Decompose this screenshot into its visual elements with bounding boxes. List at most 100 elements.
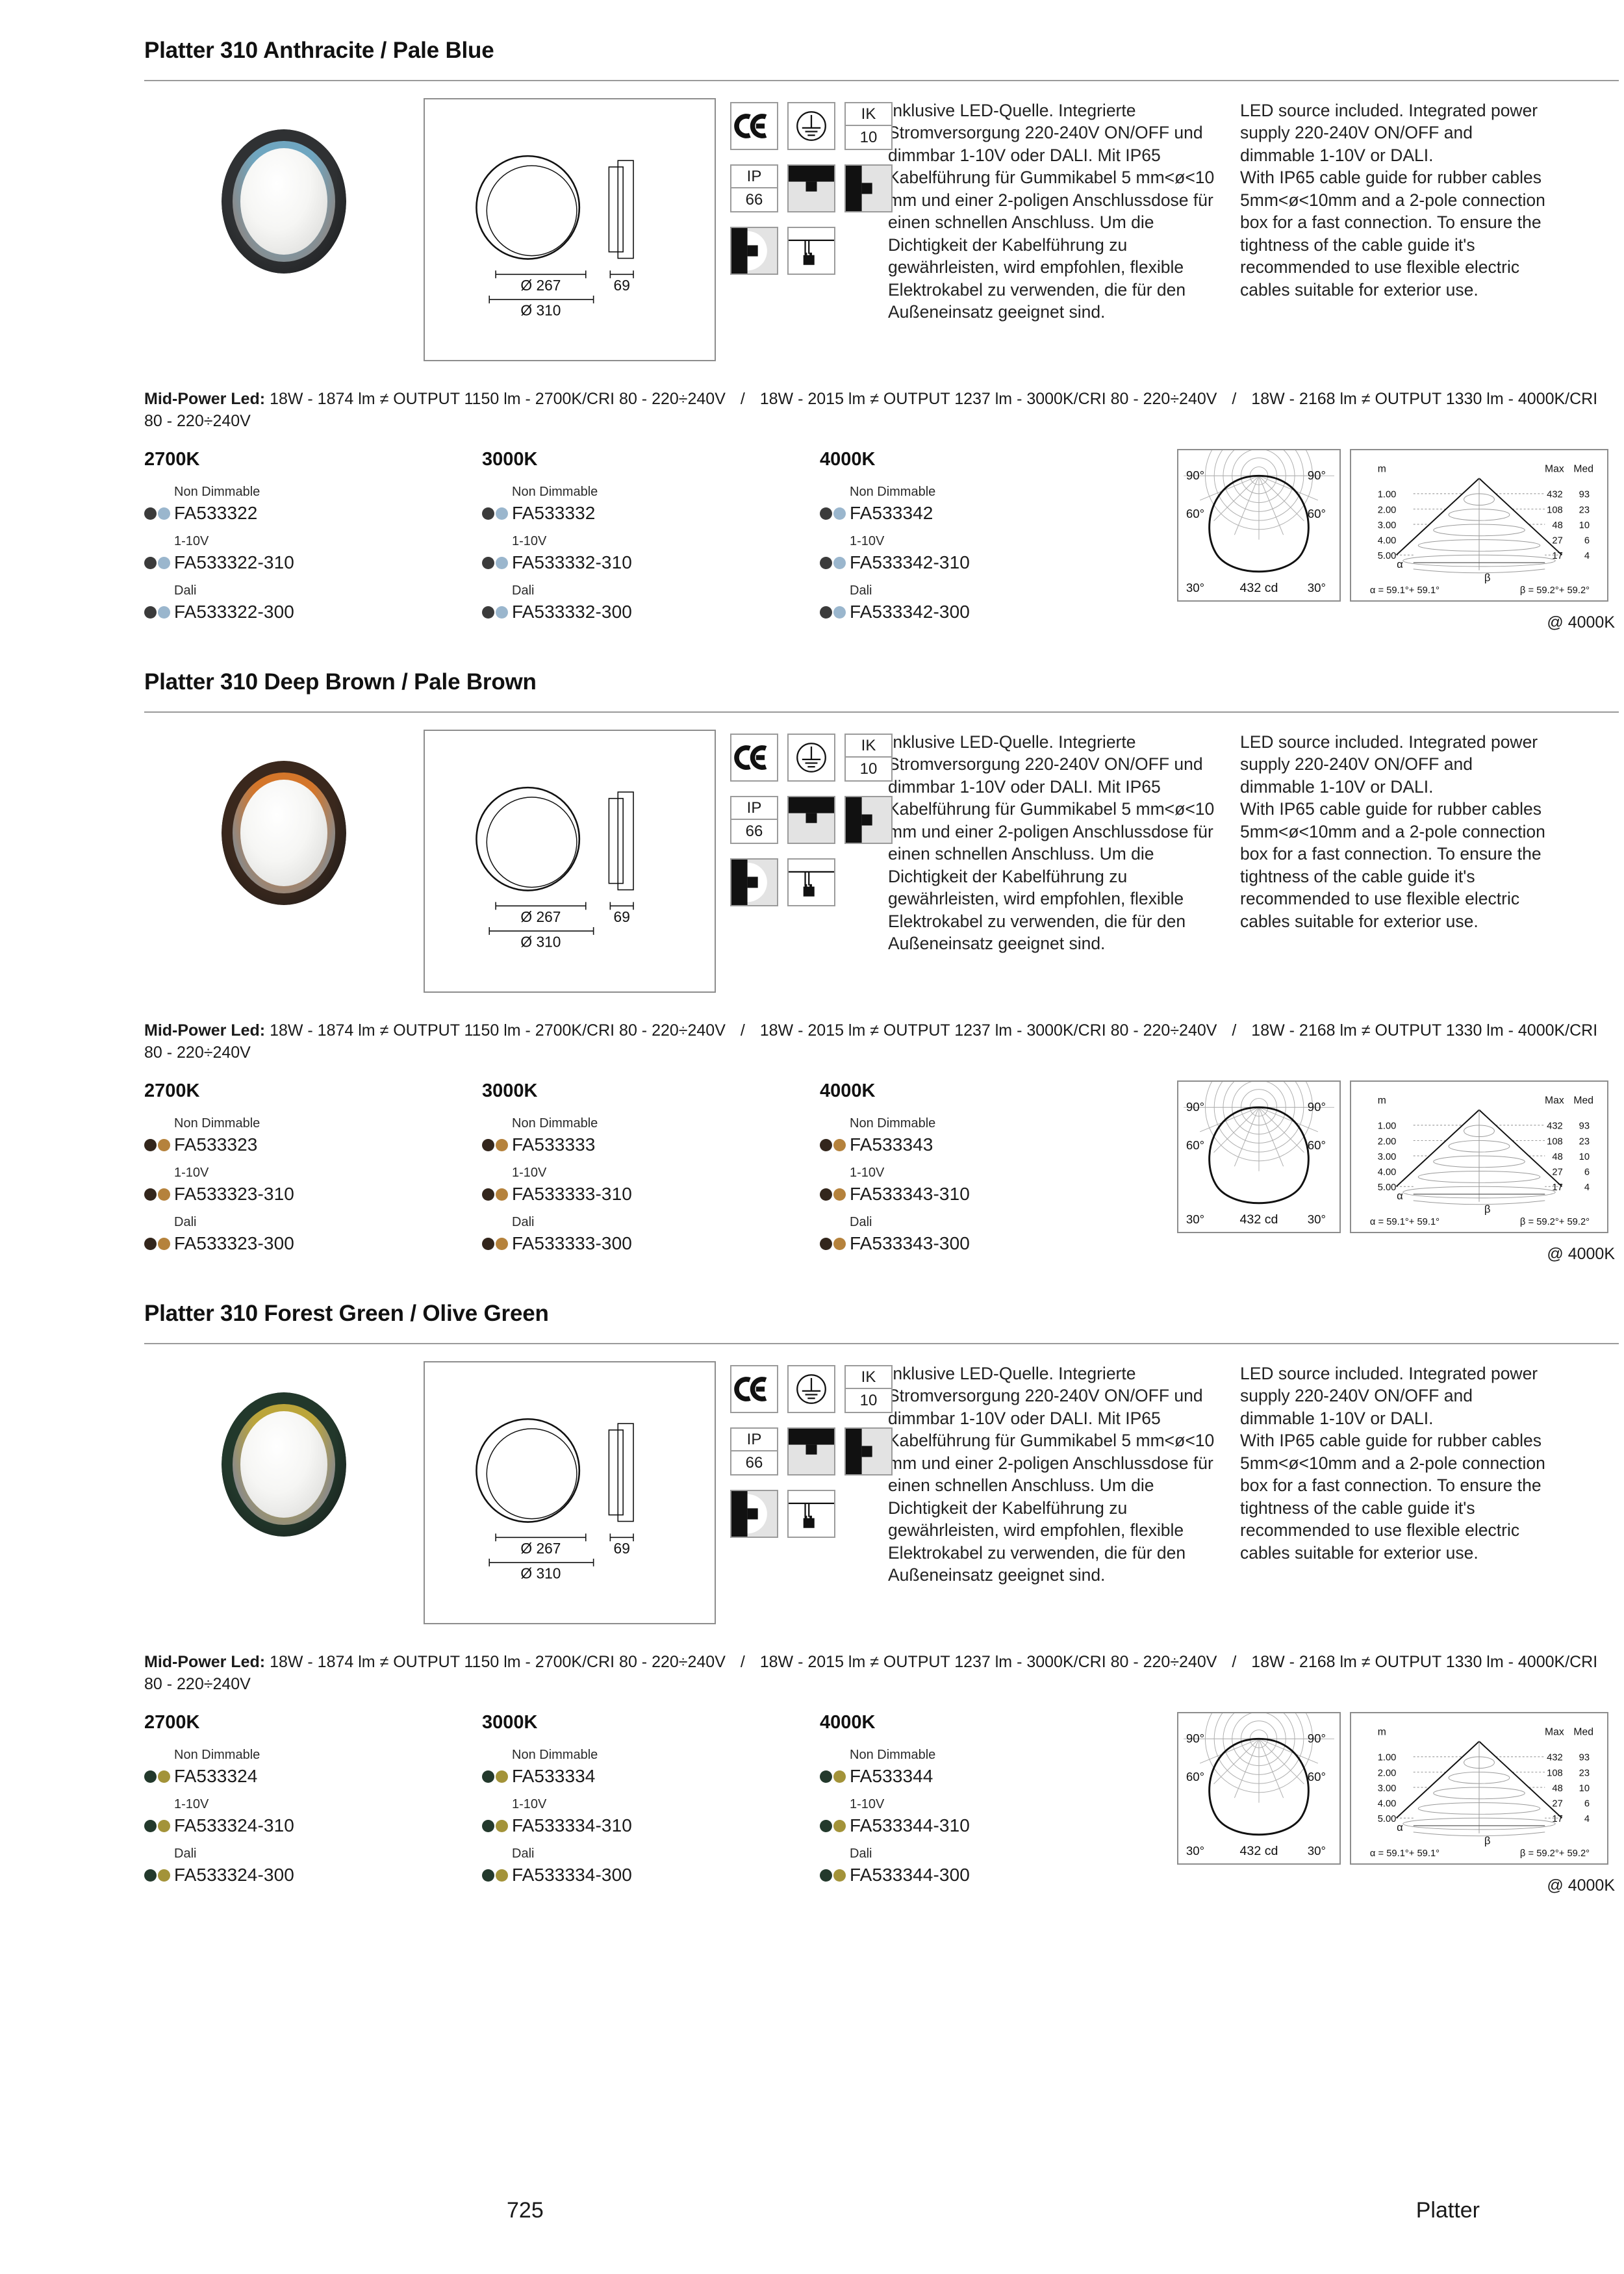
svg-text:β = 59.2°+ 59.2°: β = 59.2°+ 59.2° [1520,585,1590,596]
product-code-row[interactable]: FA533344 [820,1765,1158,1788]
svg-text:93: 93 [1579,490,1590,500]
code-entry: 1-10V FA533344-310 [820,1797,1158,1837]
product-code-row[interactable]: FA533342 [820,502,1158,525]
spec-part-3: 18W - 2168 lm ≠ OUTPUT 1330 lm - 4000K/C… [144,1021,1598,1062]
polar-diagram: 90° 90° 60° 60° 30° 30° 432 cd [1177,449,1341,602]
wall-mount-icon [846,797,891,843]
product-code-row[interactable]: FA533333 [482,1133,820,1156]
dimming-label: Non Dimmable [174,1116,260,1131]
product-code-row[interactable]: FA533324 [144,1765,482,1788]
svg-text:90°: 90° [1308,1731,1326,1745]
ik-value: 10 [859,1391,878,1409]
svg-text:β = 59.2°+ 59.2°: β = 59.2°+ 59.2° [1520,1848,1590,1859]
color-swatch [820,606,850,619]
svg-text:10: 10 [1579,1152,1590,1162]
code-entry: Non Dimmable FA533322 [144,485,482,525]
product-code: FA533332 [512,503,596,523]
svg-text:30°: 30° [1308,1844,1326,1858]
svg-text:23: 23 [1579,1768,1590,1778]
code-entry: Dali FA533324-300 [144,1846,482,1887]
ceiling-mount-icon [789,797,834,843]
svg-text:69: 69 [614,277,630,294]
code-entry: Non Dimmable FA533323 [144,1116,482,1156]
svg-text:Med: Med [1573,1726,1593,1737]
product-code-row[interactable]: FA533322-310 [144,551,482,574]
product-code-row[interactable]: FA533333-310 [482,1182,820,1206]
product-code-row[interactable]: FA533334 [482,1765,820,1788]
product-code-row[interactable]: FA533322 [144,502,482,525]
svg-text:4.00: 4.00 [1378,1168,1397,1178]
spec-part-2: 18W - 2015 lm ≠ OUTPUT 1237 lm - 3000K/C… [759,1653,1217,1671]
svg-text:30°: 30° [1186,581,1204,594]
svg-text:60°: 60° [1308,507,1326,520]
product-code-row[interactable]: FA533324-310 [144,1814,482,1837]
product-code-row[interactable]: FA533334-300 [482,1863,820,1887]
product-code: FA533342-300 [850,602,970,622]
product-photo-cell [144,98,424,274]
svg-text:432: 432 [1547,490,1563,500]
svg-text:4: 4 [1584,551,1590,561]
icons-cell: IK 10 IP 66 [716,1361,893,1538]
color-swatch [820,1869,850,1882]
section-divider [144,711,1619,713]
product-code-row[interactable]: FA533332 [482,502,820,525]
polar-diagram: 90° 90° 60° 60° 30° 30° 432 cd [1177,1080,1341,1233]
product-code: FA533334-300 [512,1865,632,1885]
cct-heading: 4000K [820,449,876,470]
ip-rating-box: IP 66 [730,164,778,212]
product-code-row[interactable]: FA533344-300 [820,1863,1158,1887]
code-entry: 1-10V FA533322-310 [144,534,482,574]
product-code: FA533334 [512,1766,596,1786]
product-code-row[interactable]: FA533333-300 [482,1232,820,1255]
svg-text:β: β [1484,572,1491,584]
product-photo-cell [144,1361,424,1537]
svg-text:5.00: 5.00 [1378,551,1397,561]
ce-icon-box [730,102,778,150]
svg-text:Ø 267: Ø 267 [520,277,561,294]
spec-line: Mid-Power Led: 18W - 1874 lm ≠ OUTPUT 11… [144,389,1619,432]
product-code-row[interactable]: FA533323 [144,1133,482,1156]
color-swatch [820,1770,850,1783]
product-code-row[interactable]: FA533324-300 [144,1863,482,1887]
svg-text:60°: 60° [1186,507,1204,520]
ik-label: IK [846,103,891,126]
product-code-row[interactable]: FA533343 [820,1133,1158,1156]
dimming-label: Dali [174,1846,197,1861]
product-code-row[interactable]: FA533332-300 [482,600,820,624]
svg-text:23: 23 [1579,1136,1590,1147]
product-code-row[interactable]: FA533334-310 [482,1814,820,1837]
product-code: FA533333 [512,1134,596,1155]
product-code-row[interactable]: FA533344-310 [820,1814,1158,1837]
svg-text:3.00: 3.00 [1378,1152,1397,1162]
description-de: Inklusive LED-Quelle. Integrierte Stromv… [888,732,1215,953]
product-code-row[interactable]: FA533323-300 [144,1232,482,1255]
wall-mount-diffuse-icon [731,1491,777,1537]
color-swatch [482,1237,512,1250]
dimming-label: Dali [512,1846,535,1861]
ik-rating-box: IK 10 [844,1365,893,1413]
junction-box [787,1490,835,1538]
cct-heading: 4000K [820,1712,876,1733]
product-code-row[interactable]: FA533343-310 [820,1182,1158,1206]
product-code: FA533332-310 [512,552,632,572]
product-code-row[interactable]: FA533343-300 [820,1232,1158,1255]
dimming-label: Non Dimmable [174,485,260,499]
cone-diagram: m Max Med 1.00 432 93 2.00 108 23 3.00 48 10 4.00… [1350,1712,1608,1865]
spec-separator: / [1232,1653,1237,1671]
product-code: FA533344-310 [850,1815,970,1835]
svg-text:4: 4 [1584,1814,1590,1824]
code-entry: Dali FA533344-300 [820,1846,1158,1887]
spec-part-2: 18W - 2015 lm ≠ OUTPUT 1237 lm - 3000K/C… [759,390,1217,408]
spec-separator: / [1232,1021,1237,1040]
code-entry: 1-10V FA533334-310 [482,1797,820,1837]
product-code-row[interactable]: FA533342-310 [820,551,1158,574]
cct-column: 2700K Non Dimmable FA533322 1-10V FA5333… [144,449,482,633]
product-code-row[interactable]: FA533322-300 [144,600,482,624]
cone-diagram: m Max Med 1.00 432 93 2.00 108 23 3.00 48 10 4.00… [1350,1080,1608,1233]
product-code-row[interactable]: FA533332-310 [482,551,820,574]
polar-diagram: 90° 90° 60° 60° 30° 30° 432 cd [1177,1712,1341,1865]
product-code: FA533323-300 [174,1233,294,1253]
product-code-row[interactable]: FA533323-310 [144,1182,482,1206]
product-code-row[interactable]: FA533342-300 [820,600,1158,624]
technical-drawing: Ø 267 Ø 310 69 [424,98,716,361]
